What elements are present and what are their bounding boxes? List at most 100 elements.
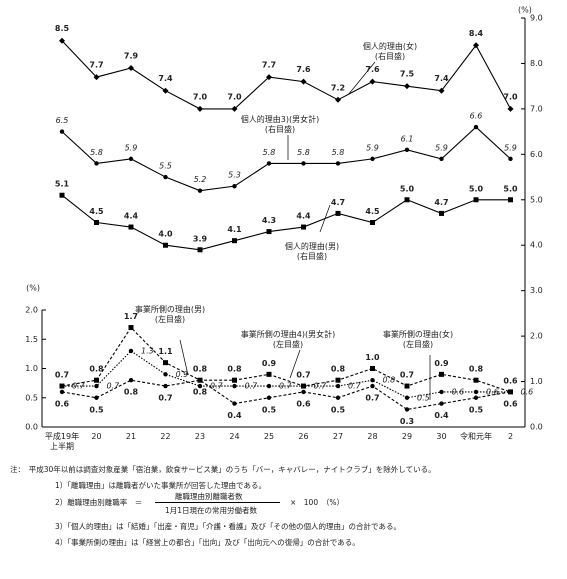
value-label: 0.7 [210,382,224,391]
value-label: 0.7 [158,394,172,403]
x-tick-label: 26 [298,432,309,441]
marker [404,147,410,152]
marker [266,74,272,81]
value-label: 0.6 [521,387,534,396]
series-line [61,126,511,192]
value-label: 4.4 [296,212,311,221]
value-label: 7.4 [158,74,173,83]
marker [266,229,272,235]
value-label: 4.0 [158,230,173,239]
value-label: 0.8 [383,376,396,385]
value-label: 0.8 [193,365,208,374]
marker [266,161,272,166]
marker [94,220,99,225]
value-label: 0.7 [314,382,328,391]
value-label: 4.3 [262,216,276,225]
value-label: 0.8 [193,388,208,397]
x-tick-label: 20 [91,432,102,441]
value-label: 7.0 [503,92,518,101]
marker [335,377,341,383]
value-label: 0.6 [486,387,499,396]
value-label: 5.8 [297,148,310,157]
value-label: 0.5 [262,405,277,414]
value-label: 6.1 [401,134,414,143]
marker [508,389,513,395]
marker [163,383,168,389]
x-tick-label: 2 [507,432,514,441]
marker [128,224,134,230]
marker [232,401,237,406]
value-label: 4.1 [227,225,242,234]
value-label: 0.6 [296,399,311,408]
value-label: 0.7 [107,382,121,391]
marker [94,377,99,383]
value-label: 5.2 [194,175,207,184]
y-tick-label: 1.5 [25,335,38,344]
marker [404,383,410,389]
marker [335,395,341,400]
y-axis-unit: (%) [26,284,40,293]
value-label: 0.8 [124,388,139,397]
value-label: 0.9 [434,359,449,368]
y2-tick-label: 8.0 [530,59,543,68]
value-label: 5.9 [504,143,517,152]
marker [508,197,513,203]
value-label: 0.8 [89,365,104,374]
note: 3）「個人的理由」は「結婚」「出産・育児」「介護・看護」及び「その他の個人的理由… [55,522,401,531]
x-tick-label: 28 [367,432,378,441]
marker [473,42,479,49]
x-tick-label: 21 [125,432,137,441]
y-tick-label: 2.0 [25,306,38,315]
value-label: 5.8 [263,148,276,157]
marker [94,383,99,389]
marker [266,395,272,400]
value-label: 7.7 [89,61,103,70]
value-label: 5.0 [503,184,518,193]
value-label: 1.0 [365,353,380,362]
marker [197,247,203,253]
value-label: 0.3 [400,417,414,426]
value-label: 1.3 [141,346,154,355]
value-label: 5.0 [400,184,415,193]
note: 1）「離職理由」は離職者がいた事業所が回答した理由である。 [55,481,266,490]
marker [59,37,65,44]
value-label: 8.4 [469,29,484,38]
value-label: 3.9 [193,234,208,243]
y-tick-label: 0.0 [25,423,38,432]
marker [335,383,341,389]
value-label: 0.8 [227,365,242,374]
marker [439,156,444,162]
marker [508,156,513,162]
marker [370,220,375,225]
y2-tick-label: 4.0 [530,241,543,250]
marker [300,78,307,85]
marker [128,64,134,71]
marker [128,156,134,162]
marker [439,210,444,216]
marker [473,377,479,383]
y2-tick-label: 1.0 [530,377,543,386]
value-label: 5.0 [469,184,484,193]
series-label: 事業所側の理由(女) [382,330,454,339]
value-label: 4.5 [365,207,380,216]
value-label: 0.7 [72,382,86,391]
series-line [61,40,511,110]
series-label: 個人的理由3)(男女計) [240,115,320,124]
x-tick-label: 24 [229,432,240,441]
marker [507,105,514,112]
marker [370,366,375,371]
y2-tick-label: 6.0 [530,150,543,159]
value-label: 0.7 [279,382,293,391]
marker [266,383,272,389]
series-label: 事業所側の理由4)(男女計) [240,330,336,339]
value-label: 7.2 [331,83,345,92]
value-label: 0.4 [434,411,449,420]
value-label: 0.5 [89,405,104,414]
value-label: 0.7 [400,371,414,380]
marker [231,105,238,112]
value-label: 7.7 [262,61,276,70]
value-label: 5.3 [228,171,241,180]
marker [301,389,306,395]
y2-axis-unit: (%) [518,6,532,15]
marker [232,383,237,389]
